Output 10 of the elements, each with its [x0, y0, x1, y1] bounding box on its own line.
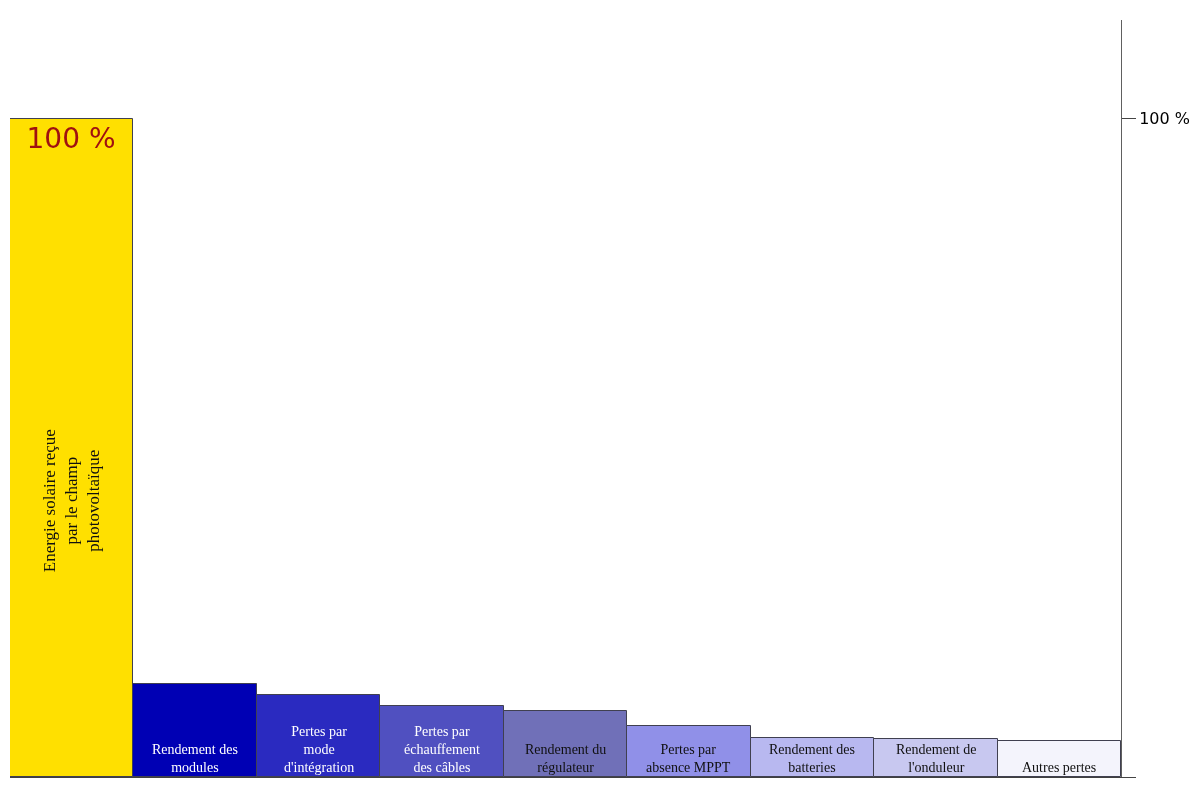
x-tick-label: Pertes par échauffement des câbles: [404, 724, 481, 776]
x-tick-label: Rendement du régulateur: [525, 742, 607, 776]
x-tick-label: Autres pertes: [1022, 760, 1097, 775]
x-tick-label: Rendement des modules: [152, 742, 238, 776]
x-tick-label: Energie solaire reçue par le champ photovoltaïque: [40, 429, 104, 573]
x-tick-label: Pertes par absence MPPT: [646, 742, 731, 776]
x-tick-label: Pertes par mode d'intégration: [284, 724, 355, 776]
x-tick-label: Rendement des batteries: [769, 742, 855, 776]
x-tick-label: Rendement de l'onduleur: [896, 742, 977, 776]
data-label: 100 %: [26, 121, 116, 155]
